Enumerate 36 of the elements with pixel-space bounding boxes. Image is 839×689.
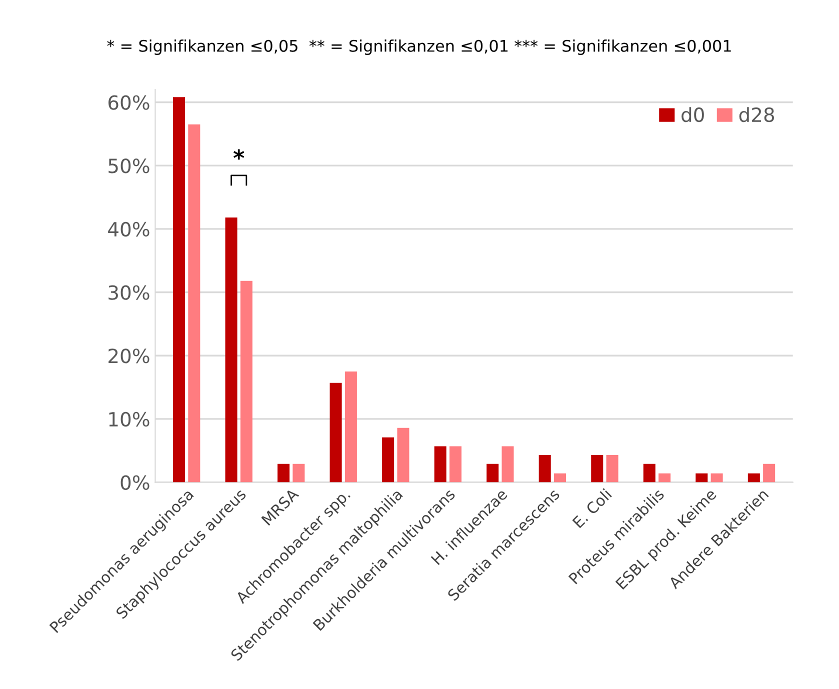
bar: [486, 464, 499, 482]
bar: [710, 473, 723, 482]
bar: [344, 371, 357, 482]
y-tick-label: 60%: [108, 95, 150, 110]
annotation: *: [233, 149, 244, 160]
bar: [554, 473, 566, 482]
bar: [696, 473, 708, 482]
bar: [172, 97, 186, 482]
bar: [502, 446, 514, 482]
y-tick-label: 0%: [120, 475, 150, 490]
bar: [278, 464, 290, 482]
legend-label: d28: [739, 107, 774, 122]
bar: [382, 437, 394, 482]
chart-title: * = Signifikanzen ≤0,05 ** = Signifikanzen ≤0,01 *** = Signifikanzen ≤0,001: [107, 40, 731, 55]
bar: [538, 455, 551, 482]
bar: [292, 464, 305, 482]
x-tick-label: E. Coli: [572, 488, 612, 528]
bar: [748, 473, 760, 482]
y-tick-label: 40%: [108, 222, 150, 237]
bar: [763, 464, 776, 482]
bar: [240, 280, 252, 482]
y-tick-label: 30%: [108, 285, 150, 300]
legend-label: d0: [682, 107, 704, 122]
bar: [397, 428, 410, 482]
bar: [658, 473, 671, 482]
bar: [643, 464, 656, 482]
bar: [591, 455, 604, 482]
bar: [449, 446, 462, 482]
y-tick-label: 20%: [108, 348, 150, 364]
bar: [188, 124, 200, 482]
y-tick-label: 50%: [108, 158, 150, 174]
bar: [434, 446, 446, 482]
bar: [606, 455, 618, 482]
y-tick-label: 10%: [109, 412, 150, 427]
bar: [330, 382, 342, 482]
bar: [225, 218, 238, 482]
